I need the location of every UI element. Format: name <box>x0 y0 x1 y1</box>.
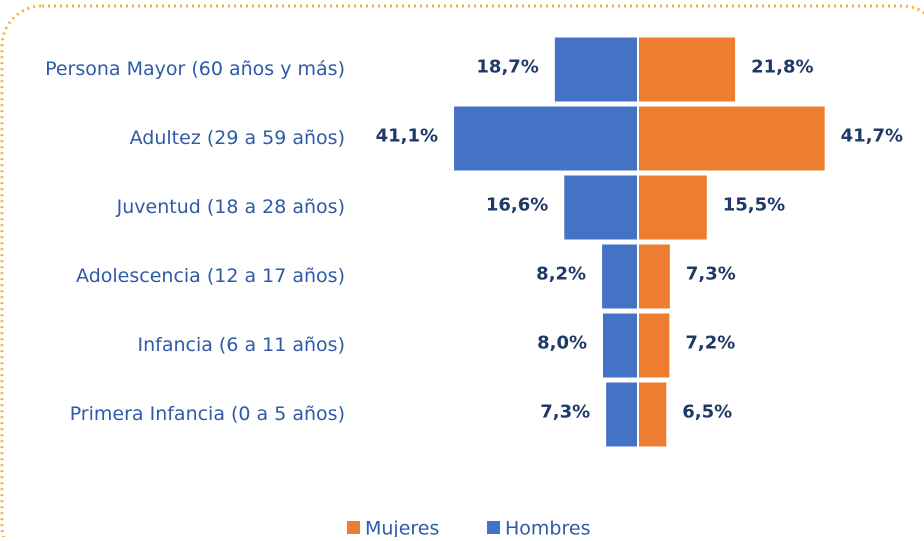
bar <box>637 35 738 104</box>
value-label: 16,6% <box>486 195 548 216</box>
value-label: 6,5% <box>682 402 732 423</box>
category-label: Adultez (29 a 59 años) <box>130 127 345 149</box>
bar <box>604 380 640 449</box>
frame <box>0 4 924 541</box>
category-label: Adolescencia (12 a 17 años) <box>76 265 345 287</box>
legend-swatch <box>487 521 500 534</box>
bar <box>637 311 672 380</box>
bar <box>601 311 639 380</box>
bar <box>452 104 639 173</box>
bar <box>552 35 639 104</box>
value-label: 15,5% <box>723 195 785 216</box>
category-label: Juventud (18 a 28 años) <box>116 196 345 218</box>
bar <box>562 173 639 242</box>
value-label: 8,2% <box>536 264 586 285</box>
value-label: 18,7% <box>476 57 538 78</box>
category-label: Primera Infancia (0 a 5 años) <box>70 403 345 425</box>
bar <box>600 242 639 311</box>
bar <box>637 104 827 173</box>
category-label: Persona Mayor (60 años y más) <box>45 58 345 80</box>
value-label: 21,8% <box>751 57 813 78</box>
value-label: 7,3% <box>686 264 736 285</box>
value-label: 8,0% <box>537 333 587 354</box>
value-label: 41,7% <box>841 126 903 147</box>
bar <box>637 380 669 449</box>
legend-label: Mujeres <box>365 518 439 538</box>
value-label: 7,3% <box>540 402 590 423</box>
bar <box>637 173 709 242</box>
value-label: 7,2% <box>685 333 735 354</box>
value-label: 41,1% <box>376 126 438 147</box>
bar <box>637 242 672 311</box>
legend-swatch <box>347 521 360 534</box>
legend-label: Hombres <box>505 518 590 538</box>
category-label: Infancia (6 a 11 años) <box>138 334 346 356</box>
